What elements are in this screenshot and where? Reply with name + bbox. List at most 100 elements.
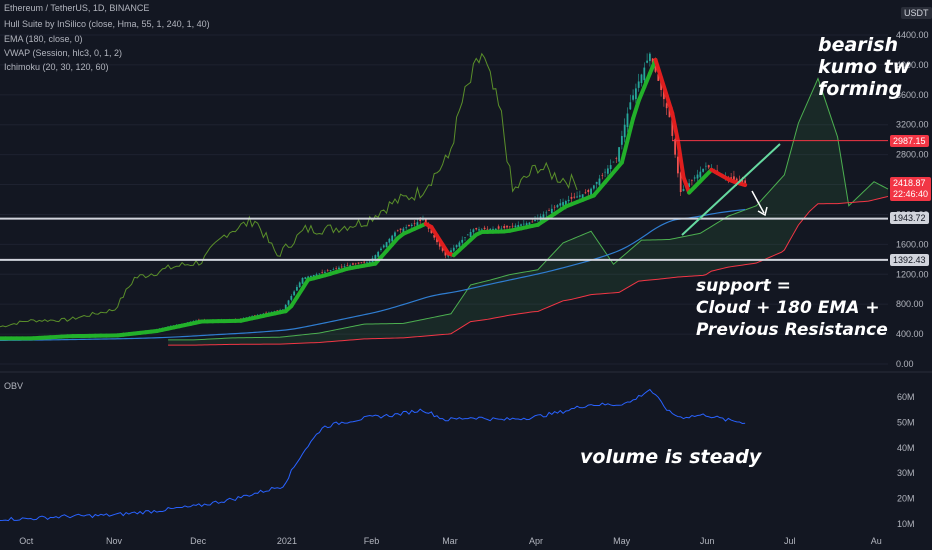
- candle-body: [606, 168, 609, 174]
- candle-body: [643, 67, 646, 81]
- grid: [0, 34, 932, 373]
- candle-body: [570, 197, 573, 199]
- support-line-3: Previous Resistance: [696, 320, 888, 340]
- candle-body: [567, 199, 570, 202]
- candle-body: [517, 224, 520, 228]
- candle-body: [290, 295, 293, 300]
- candle-body: [329, 270, 332, 272]
- x-tick-label: 2021: [277, 536, 297, 546]
- candle-body: [366, 262, 368, 263]
- candle-body: [707, 165, 710, 168]
- candle-body: [380, 248, 382, 251]
- bearish-line-2: kumo tw: [818, 56, 911, 78]
- arrow-shaft: [751, 190, 765, 214]
- x-tick-label: Oct: [19, 536, 34, 546]
- candle-body: [615, 158, 618, 159]
- obv-y-tick-label: 30M: [897, 468, 915, 478]
- candle-body: [438, 241, 441, 247]
- candle-body: [584, 192, 587, 194]
- candle-body: [301, 278, 304, 284]
- candle-body: [503, 226, 506, 229]
- volume-annotation: volume is steady: [580, 446, 762, 468]
- candle-body: [559, 203, 562, 206]
- candle-body: [595, 181, 598, 184]
- hull-segment: [625, 116, 636, 143]
- candle-body: [733, 176, 735, 180]
- candle-body: [424, 218, 427, 225]
- y-tick-label: 4000.00: [896, 60, 929, 70]
- candle-body: [287, 300, 290, 305]
- support-line-2: Cloud + 180 EMA +: [696, 298, 880, 318]
- candle-body: [402, 228, 405, 233]
- hull-segment: [675, 138, 686, 180]
- candle-body: [455, 245, 458, 248]
- candle-body: [480, 229, 483, 230]
- candle-body: [590, 188, 592, 195]
- candle-body: [626, 113, 629, 128]
- candle-body: [514, 225, 517, 228]
- candle-body: [374, 255, 377, 261]
- candle-body: [705, 165, 707, 167]
- candle-body: [399, 228, 402, 230]
- candle-body: [318, 273, 321, 275]
- obv-y-tick-label: 60M: [897, 392, 915, 402]
- indicator-ichimoku: Ichimoku (20, 30, 120, 60): [4, 62, 109, 72]
- candle-body: [360, 262, 363, 264]
- y-tick-label: 0.00: [896, 359, 914, 369]
- candle-body: [408, 225, 410, 227]
- candle-body: [646, 60, 648, 63]
- candle-body: [581, 194, 584, 199]
- candle-body: [576, 196, 578, 198]
- candle-body: [632, 95, 634, 100]
- x-tick-label: Dec: [190, 536, 207, 546]
- candle-body: [735, 178, 738, 181]
- candle-body: [312, 275, 315, 277]
- ema-line: [0, 208, 746, 342]
- candle-body: [620, 135, 623, 145]
- candle-body: [604, 171, 606, 173]
- x-tick-label: Jun: [700, 536, 715, 546]
- candle-body: [405, 227, 408, 229]
- candle-body: [413, 223, 416, 224]
- candle-body: [472, 229, 475, 233]
- candle-body: [254, 315, 256, 316]
- candle-body: [497, 226, 500, 229]
- x-tick-label: Jul: [784, 536, 796, 546]
- candle-body: [500, 228, 503, 230]
- candle-body: [492, 228, 494, 231]
- obv-y-tick-label: 50M: [897, 417, 915, 427]
- candle-body: [522, 223, 525, 225]
- hull-suite: [0, 57, 748, 341]
- x-tick-label: May: [613, 536, 631, 546]
- hull-segment: [653, 57, 664, 80]
- support-line-1: support =: [696, 276, 791, 296]
- candle-body: [637, 81, 640, 88]
- candle-body: [682, 189, 685, 191]
- y-tick-label: 800.00: [896, 299, 924, 309]
- candle-body: [357, 262, 360, 264]
- bearish-line-1: bearish: [818, 34, 899, 56]
- hull-segment: [631, 98, 641, 121]
- current-price: 2418.87: [893, 178, 926, 188]
- candle-body: [478, 229, 480, 231]
- rising-trendline: [681, 143, 781, 236]
- currency-badge[interactable]: USDT: [901, 7, 932, 19]
- candle-body: [744, 180, 747, 184]
- candle-body: [315, 274, 318, 277]
- candle-body: [660, 78, 662, 91]
- candle-body: [545, 212, 548, 214]
- candle-body: [276, 310, 279, 311]
- candle-body: [508, 226, 511, 228]
- candle-body: [419, 219, 422, 221]
- candle-body: [553, 206, 556, 208]
- candle-body: [528, 222, 531, 225]
- candle-body: [691, 180, 693, 181]
- candle-body: [651, 58, 654, 63]
- candle-body: [654, 65, 657, 72]
- cloud-span-a: [168, 77, 889, 341]
- candle-body: [441, 246, 444, 252]
- candle-body: [634, 88, 637, 100]
- candle-body: [326, 270, 329, 272]
